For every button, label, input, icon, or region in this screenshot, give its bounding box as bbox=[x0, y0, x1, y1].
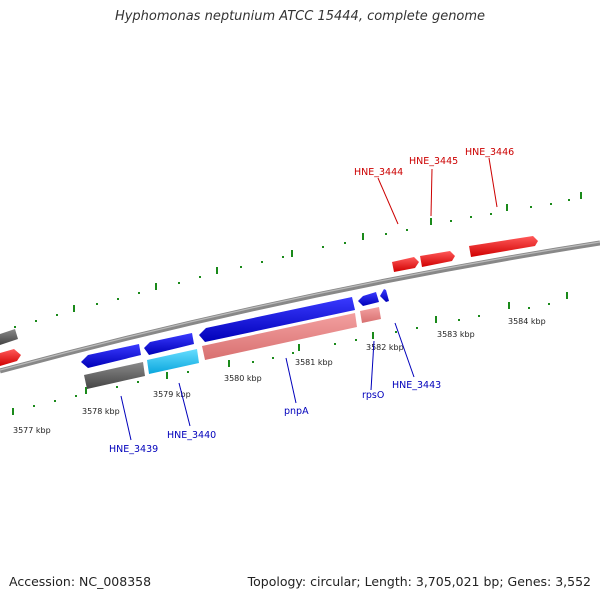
gene-box-pnpA-rna[interactable] bbox=[202, 313, 357, 360]
scale-label: 3577 kbp bbox=[13, 426, 51, 435]
scale-label: 3582 kbp bbox=[366, 343, 404, 352]
gene-label-hne3445[interactable]: HNE_3445 bbox=[409, 156, 458, 167]
gene-label-hne3439[interactable]: HNE_3439 bbox=[109, 444, 158, 455]
lower-tick-track bbox=[12, 292, 568, 415]
gene-arrow-hne3439[interactable] bbox=[81, 344, 141, 368]
gene-label-hne3446[interactable]: HNE_3446 bbox=[465, 147, 514, 158]
gene-arrow-partial[interactable] bbox=[0, 329, 18, 345]
gene-arrow-rpso[interactable] bbox=[358, 292, 379, 306]
accession-label: Accession: NC_008358 bbox=[9, 574, 152, 589]
scale-label: 3579 kbp bbox=[153, 390, 191, 399]
gene-arrow-hne3445[interactable] bbox=[420, 251, 455, 267]
gene-box-hne3440-highlight[interactable] bbox=[147, 349, 199, 374]
gene-box-hne3439-pseudo[interactable] bbox=[84, 362, 145, 389]
gene-label-rpso[interactable]: rpsO bbox=[362, 390, 384, 401]
gene-arrow-hne3444[interactable] bbox=[392, 257, 419, 272]
scale-label: 3578 kbp bbox=[82, 407, 120, 416]
gene-label-hne3444[interactable]: HNE_3444 bbox=[354, 167, 403, 178]
upper-leader-lines bbox=[377, 157, 498, 225]
scale-label: 3580 kbp bbox=[224, 374, 262, 383]
gene-label-pnpa[interactable]: pnpA bbox=[284, 406, 309, 417]
page-title: Hyphomonas neptunium ATCC 15444, complet… bbox=[114, 9, 486, 24]
lower-leader-lines bbox=[120, 322, 415, 441]
scale-label: 3583 kbp bbox=[437, 330, 475, 339]
scale-label: 3584 kbp bbox=[508, 317, 546, 326]
upper-tick-track bbox=[14, 192, 582, 328]
gene-label-hne3443[interactable]: HNE_3443 bbox=[392, 380, 441, 391]
genome-summary: Topology: circular; Length: 3,705,021 bp… bbox=[247, 574, 591, 589]
gene-arrow-partial[interactable] bbox=[0, 349, 21, 366]
gene-arrow-hne3440[interactable] bbox=[144, 333, 194, 355]
gene-arrow-pnpA[interactable] bbox=[199, 297, 355, 342]
scale-label: 3581 kbp bbox=[295, 358, 333, 367]
gene-arrow-hne3443[interactable] bbox=[380, 289, 389, 302]
genome-backbone bbox=[0, 240, 600, 374]
gene-box-rpso-rna[interactable] bbox=[360, 307, 381, 323]
gene-label-hne3440[interactable]: HNE_3440 bbox=[167, 430, 216, 441]
gene-arrow-hne3446[interactable] bbox=[469, 236, 538, 257]
